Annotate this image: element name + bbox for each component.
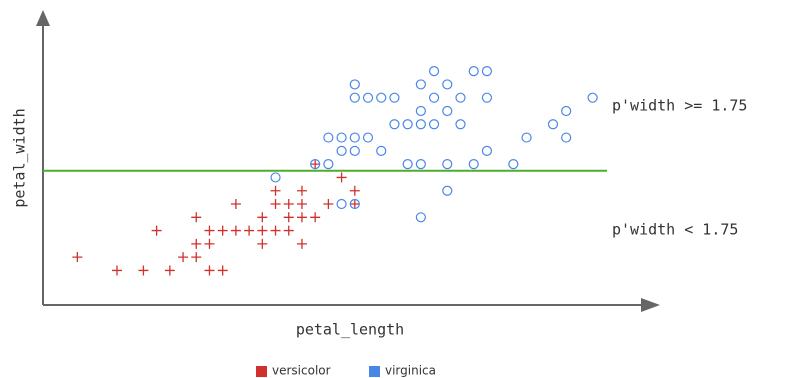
point (428, 119, 440, 130)
legend-swatch (256, 366, 267, 377)
point (204, 265, 215, 276)
point (415, 212, 426, 223)
point (349, 79, 360, 90)
point (442, 159, 453, 170)
point (191, 238, 202, 249)
point (442, 185, 453, 196)
point (283, 225, 294, 236)
point (323, 132, 334, 143)
point (587, 92, 598, 103)
point (362, 132, 374, 143)
point (257, 212, 268, 223)
point (508, 159, 519, 170)
point (323, 159, 334, 170)
point (521, 132, 532, 143)
point (349, 132, 360, 143)
point (336, 172, 347, 183)
point (415, 119, 426, 130)
legend-label: virginica (385, 364, 436, 378)
point (336, 198, 347, 210)
point (296, 185, 307, 196)
point (204, 238, 215, 249)
point (389, 92, 400, 103)
point (481, 66, 493, 77)
point (428, 66, 440, 77)
point (561, 105, 572, 117)
point (468, 66, 479, 77)
point (455, 119, 466, 130)
point (310, 212, 321, 223)
point (468, 159, 479, 170)
point (283, 199, 294, 210)
point (204, 225, 215, 236)
point (561, 132, 572, 143)
point (415, 79, 426, 90)
x-axis-arrow (641, 298, 660, 312)
point (270, 185, 281, 196)
point (323, 199, 334, 210)
point (191, 252, 202, 263)
legend-label: versicolor (272, 364, 331, 378)
point (257, 225, 268, 236)
point (442, 105, 453, 117)
y-axis-arrow (36, 10, 50, 26)
point (349, 185, 360, 196)
point (547, 119, 559, 130)
point (230, 225, 241, 236)
point (402, 159, 413, 170)
point (230, 199, 241, 210)
point (336, 132, 347, 143)
annotation: p'width < 1.75 (612, 221, 738, 239)
point (283, 212, 294, 223)
point (191, 212, 202, 223)
point (244, 225, 255, 236)
x-axis-label: petal_length (296, 321, 404, 339)
point (270, 172, 281, 183)
point (270, 199, 281, 210)
point (296, 212, 307, 223)
point (415, 159, 426, 170)
y-axis-label: petal_width (11, 108, 29, 207)
point (376, 145, 387, 156)
point (362, 92, 374, 103)
point (455, 92, 466, 103)
point (296, 199, 307, 210)
point (428, 92, 440, 103)
point (349, 145, 360, 156)
point (296, 238, 307, 249)
point (336, 145, 347, 156)
point (164, 265, 175, 276)
point (178, 252, 189, 263)
point (481, 145, 493, 156)
point (72, 252, 83, 263)
point (481, 92, 493, 103)
point (138, 265, 149, 276)
legend-swatch (369, 366, 380, 377)
point (217, 225, 228, 236)
point (349, 92, 360, 103)
point (151, 225, 162, 236)
point (270, 225, 281, 236)
point (349, 198, 360, 210)
point (389, 119, 400, 130)
point (349, 199, 360, 210)
point (310, 159, 321, 170)
point (257, 238, 268, 249)
point (402, 119, 413, 130)
point (310, 159, 321, 170)
point (376, 92, 387, 103)
point (217, 265, 228, 276)
point (415, 105, 426, 117)
point (442, 79, 453, 90)
point (111, 265, 122, 276)
annotation: p'width >= 1.75 (612, 97, 747, 115)
